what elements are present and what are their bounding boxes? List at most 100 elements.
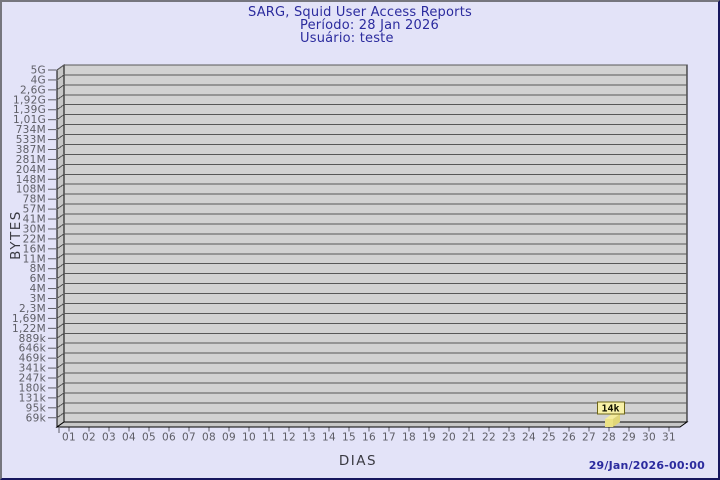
chart-user: Usuário: teste	[300, 31, 394, 46]
x-tick-label: 20	[442, 432, 456, 444]
x-tick-label: 01	[62, 432, 76, 444]
gridline-wall	[56, 144, 65, 150]
gridline-wall	[56, 382, 65, 389]
y-tick-label: 469k	[19, 353, 47, 365]
y-tick-label: 247k	[19, 373, 47, 385]
x-tick-label: 02	[82, 432, 96, 444]
y-tick-label: 95k	[26, 402, 47, 414]
gridline-wall	[56, 352, 65, 359]
y-tick-label: 1,22M	[12, 323, 46, 335]
gridline-wall	[56, 104, 65, 111]
x-tick-label: 19	[422, 432, 436, 444]
chart-title: SARG, Squid User Access Reports	[248, 5, 472, 20]
y-tick-label: 204M	[16, 164, 46, 176]
generated-timestamp: 29/Jan/2026-00:00	[588, 459, 705, 472]
gridline-wall	[56, 114, 65, 121]
x-axis: 01 02 03 04 05 06 07 08 09 10 11 12 13 14 15 16 17 18 19 20…	[62, 427, 676, 444]
x-tick-label: 05	[142, 432, 156, 444]
gridline-wall	[56, 273, 65, 280]
y-tick-label: 1,01G	[13, 114, 46, 126]
gridline-wall	[56, 332, 65, 339]
bar-front	[605, 419, 613, 427]
gridline-wall	[56, 402, 65, 409]
x-tick-label: 09	[222, 432, 236, 444]
y-tick-label: 16M	[23, 243, 46, 255]
gridline-wall	[56, 64, 65, 71]
gridline-wall	[56, 154, 65, 160]
gridline-wall	[56, 362, 65, 369]
x-tick-label: 25	[542, 432, 556, 444]
gridline-wall	[56, 74, 65, 81]
y-tick-label: 57M	[23, 204, 46, 216]
gridline-wall	[56, 392, 65, 399]
x-tick-label: 21	[462, 432, 476, 444]
x-tick-label: 18	[402, 432, 416, 444]
gridline-wall	[56, 342, 65, 349]
gridline-wall	[56, 173, 65, 180]
y-axis: 5G4G2,6G1,92G1,39G1,01G734M533M387M281M2…	[12, 65, 56, 424]
gridline-wall	[56, 412, 65, 419]
x-tick-label: 29	[622, 432, 636, 444]
y-tick-label: 5G	[31, 65, 46, 77]
x-tick-label: 10	[242, 432, 256, 444]
y-tick-label: 148M	[16, 174, 46, 186]
y-tick-label: 69k	[26, 412, 47, 424]
gridline-wall	[56, 163, 65, 170]
y-tick-label: 78M	[23, 194, 46, 206]
y-tick-label: 3M	[30, 293, 46, 305]
x-tick-label: 04	[122, 432, 136, 444]
x-tick-label: 14	[322, 432, 336, 444]
bar-value-box	[597, 401, 625, 415]
y-tick-label: 8M	[30, 263, 46, 275]
gridline-wall	[56, 322, 65, 329]
y-tick-label: 4M	[30, 283, 46, 295]
plot-floor	[55, 421, 689, 428]
y-tick-label: 4G	[31, 74, 46, 86]
gridline-wall	[56, 303, 65, 309]
gridline-wall	[56, 263, 65, 270]
x-tick-label: 22	[482, 432, 496, 444]
gridline-wall	[56, 124, 65, 131]
y-tick-label: 646k	[19, 343, 47, 355]
x-tick-label: 16	[362, 432, 376, 444]
gridline-wall	[56, 94, 65, 101]
gridline-wall	[56, 283, 65, 289]
x-tick-label: 11	[262, 432, 276, 444]
bar-series	[605, 414, 620, 427]
x-tick-label: 28	[602, 432, 616, 444]
x-tick-label: 17	[382, 432, 396, 444]
y-tick-label: 889k	[19, 333, 47, 345]
y-tick-label: 41M	[23, 214, 46, 226]
y-tick-label: 180k	[19, 382, 47, 394]
x-tick-label: 24	[522, 432, 536, 444]
y-tick-label: 11M	[23, 253, 46, 265]
gridline-wall	[56, 253, 65, 260]
gridline-wall	[56, 312, 65, 319]
x-tick-label: 30	[642, 432, 656, 444]
x-tick-label: 08	[202, 432, 216, 444]
bar-value-text: 14k	[601, 404, 619, 415]
x-tick-label: 06	[162, 432, 176, 444]
y-tick-label: 341k	[19, 363, 47, 375]
x-tick-label: 31	[662, 432, 676, 444]
x-tick-label: 23	[502, 432, 516, 444]
x-tick-label: 07	[182, 432, 196, 444]
y-tick-label: 2,6G	[20, 84, 46, 96]
gridline-wall	[56, 213, 65, 220]
x-tick-label: 26	[562, 432, 576, 444]
gridline-wall	[56, 84, 65, 91]
y-tick-label: 108M	[16, 184, 46, 196]
y-tick-label: 1,39G	[13, 104, 46, 116]
gridline-wall	[56, 243, 65, 250]
x-tick-label: 13	[302, 432, 316, 444]
y-tick-label: 30M	[23, 223, 46, 235]
gridline-wall	[56, 223, 65, 230]
chart-period: Período: 28 Jan 2026	[300, 18, 439, 33]
gridline-wall	[56, 183, 65, 190]
y-tick-label: 131k	[19, 392, 47, 404]
y-tick-label: 387M	[16, 144, 46, 156]
x-axis-title: DIAS	[339, 453, 377, 469]
gridline-wall	[56, 233, 65, 240]
